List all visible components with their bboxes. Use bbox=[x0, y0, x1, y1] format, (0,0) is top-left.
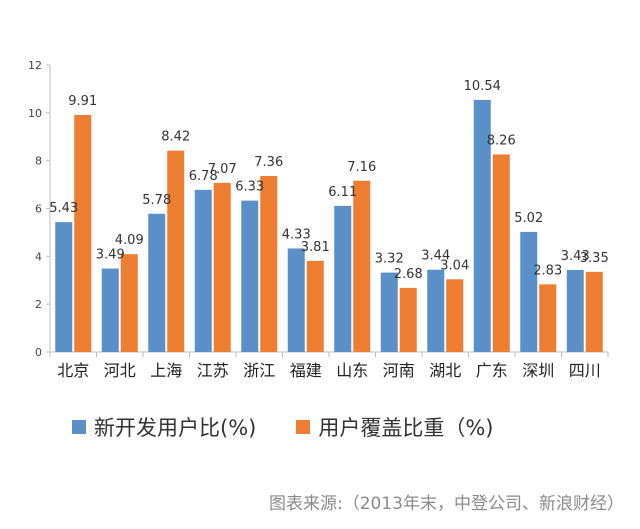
source-note: 图表来源:（2013年末，中登公司、新浪财经） bbox=[269, 494, 624, 514]
x-tick-label: 福建 bbox=[290, 361, 322, 380]
y-tick-label: 12 bbox=[28, 59, 42, 72]
data-label-series-1: 7.36 bbox=[254, 155, 283, 170]
data-label-series-1: 2.68 bbox=[394, 267, 423, 282]
x-tick-label: 上海 bbox=[150, 361, 182, 380]
x-tick-label: 北京 bbox=[57, 361, 89, 380]
data-label-series-1: 7.16 bbox=[347, 160, 376, 175]
data-label-series-0: 3.49 bbox=[96, 248, 125, 263]
y-tick-label: 0 bbox=[35, 346, 42, 359]
bar-series-0 bbox=[287, 248, 305, 352]
data-label-series-1: 3.35 bbox=[580, 251, 609, 266]
data-label-series-0: 6.11 bbox=[328, 185, 357, 200]
data-label-series-1: 3.81 bbox=[301, 240, 330, 255]
data-label-series-0: 4.33 bbox=[282, 227, 311, 242]
data-label-series-1: 4.09 bbox=[115, 233, 144, 248]
bar-series-0 bbox=[427, 269, 445, 352]
bar-series-1 bbox=[446, 279, 464, 352]
data-label-series-0: 3.44 bbox=[421, 249, 450, 264]
bar-series-0 bbox=[194, 189, 212, 352]
bar-series-0 bbox=[241, 200, 259, 352]
legend: 新开发用户比(%) 用户覆盖比重（%) bbox=[72, 412, 534, 442]
x-tick-label: 四川 bbox=[569, 361, 601, 380]
y-axis: 0 2 4 6 8 10 12 bbox=[28, 59, 51, 359]
data-label-series-0: 6.33 bbox=[235, 180, 264, 195]
data-label-series-0: 6.78 bbox=[189, 169, 218, 184]
data-label-series-1: 8.26 bbox=[487, 133, 516, 148]
bar-series-0 bbox=[520, 231, 538, 352]
bar-series-0 bbox=[55, 222, 73, 352]
x-tick-label: 湖北 bbox=[429, 361, 461, 380]
x-tick-label: 山东 bbox=[336, 361, 368, 380]
legend-swatch-blue bbox=[72, 420, 86, 434]
data-label-series-0: 5.02 bbox=[514, 211, 543, 226]
bar-series-1 bbox=[353, 180, 371, 352]
x-tick-label: 河北 bbox=[104, 361, 136, 380]
data-labels: 5.43 3.49 5.78 6.78 6.33 4.33 6.11 3.32 3.44 10.5… bbox=[49, 79, 608, 282]
x-tick-label: 浙江 bbox=[243, 361, 275, 380]
data-label-series-1: 8.42 bbox=[161, 130, 190, 145]
legend-label-new-users: 新开发用户比(%) bbox=[94, 416, 257, 440]
x-tick-label: 河南 bbox=[383, 361, 415, 380]
data-label-series-0: 10.54 bbox=[464, 79, 501, 94]
y-tick-label: 2 bbox=[35, 298, 42, 311]
x-axis: 北京 河北 上海 江苏 浙江 福建 山东 河南 湖北 广东 深圳 四川 bbox=[49, 351, 609, 380]
bar-series-1 bbox=[213, 182, 231, 352]
data-label-series-0: 5.78 bbox=[142, 193, 171, 208]
bar-chart: 0 2 4 6 8 10 12 北京 河北 上海 江苏 浙江 福建 山东 河南 湖北 广东 深圳 四川 5.43 3… bbox=[28, 59, 609, 380]
legend-swatch-orange bbox=[296, 420, 311, 434]
bar-series-1 bbox=[585, 271, 603, 352]
data-label-series-0: 3.32 bbox=[375, 252, 404, 267]
bar-series-1 bbox=[167, 150, 185, 352]
y-tick-label: 6 bbox=[35, 203, 42, 216]
data-label-series-1: 7.07 bbox=[208, 162, 237, 177]
data-label-series-1: 2.83 bbox=[533, 263, 562, 278]
x-tick-label: 江苏 bbox=[197, 361, 229, 380]
legend-item-new-users: 新开发用户比(%) bbox=[72, 412, 256, 442]
bar-series-1 bbox=[399, 287, 417, 352]
bar-series-1 bbox=[260, 175, 278, 352]
bar-series-0 bbox=[148, 213, 166, 352]
legend-label-coverage: 用户覆盖比重（%) bbox=[318, 416, 494, 440]
data-label-series-0: 3.43 bbox=[561, 249, 590, 264]
bar-series-0 bbox=[566, 269, 584, 352]
bar-series bbox=[55, 99, 603, 352]
bar-series-0 bbox=[334, 205, 352, 352]
y-tick-label: 10 bbox=[28, 107, 42, 120]
x-tick-label: 深圳 bbox=[522, 361, 554, 380]
bar-series-1 bbox=[306, 260, 324, 352]
bar-series-1 bbox=[492, 154, 510, 352]
bar-series-1 bbox=[74, 114, 92, 352]
data-label-series-1: 9.91 bbox=[68, 94, 97, 109]
bar-series-0 bbox=[101, 268, 119, 352]
y-tick-label: 8 bbox=[35, 155, 42, 168]
bar-series-1 bbox=[120, 254, 138, 352]
bar-series-0 bbox=[473, 99, 491, 352]
data-label-series-0: 5.43 bbox=[49, 201, 78, 216]
data-label-series-1: 3.04 bbox=[440, 258, 469, 273]
legend-item-coverage: 用户覆盖比重（%) bbox=[296, 412, 494, 442]
bar-series-1 bbox=[539, 284, 557, 352]
x-tick-label: 广东 bbox=[476, 361, 508, 380]
bar-series-0 bbox=[380, 272, 398, 352]
y-tick-label: 4 bbox=[35, 250, 42, 263]
